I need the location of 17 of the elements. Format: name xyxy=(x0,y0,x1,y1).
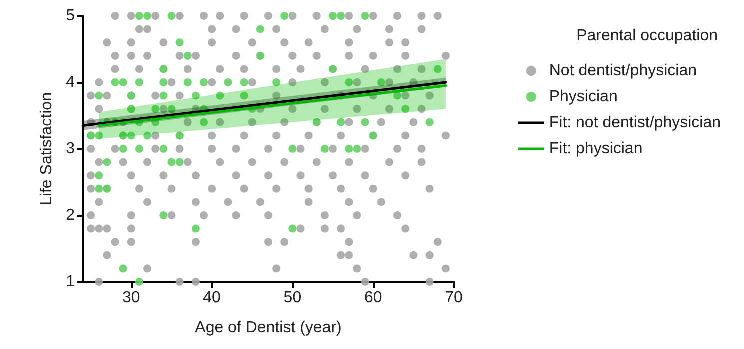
y-tick-label: 1 xyxy=(66,274,76,290)
y-tick-label: 2 xyxy=(66,207,76,224)
y-tick-label: 4 xyxy=(66,74,76,91)
y-tick-label: 3 xyxy=(66,140,76,158)
legend-label: Physician xyxy=(549,88,618,106)
legend-label: Fit: physician xyxy=(549,140,643,158)
y-axis-title: Life Satisfaction xyxy=(38,92,56,206)
legend-title: Parental occupation xyxy=(576,28,718,44)
legend-label: Not dentist/physician xyxy=(549,62,697,80)
x-tick-label: 50 xyxy=(284,290,302,306)
x-tick-label: 40 xyxy=(203,290,222,306)
x-tick-label: 60 xyxy=(364,290,382,306)
y-tick-label: 5 xyxy=(66,8,76,24)
legend-label: Fit: not dentist/physician xyxy=(549,114,721,132)
x-axis-title: Age of Dentist (year) xyxy=(195,320,342,336)
x-tick-label: 30 xyxy=(122,290,140,306)
x-tick-label: 70 xyxy=(445,290,463,306)
